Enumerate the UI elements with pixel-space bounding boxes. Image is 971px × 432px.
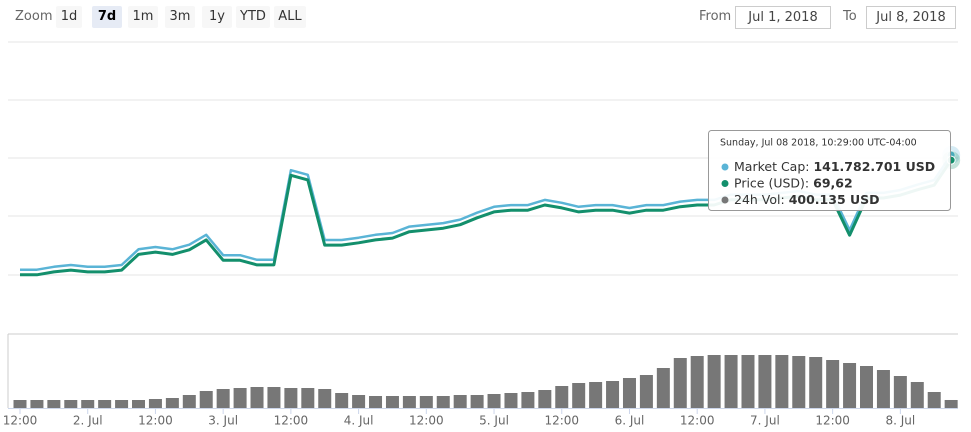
volume-bar	[419, 396, 433, 408]
volume-bar	[504, 393, 518, 408]
tooltip-row: Price (USD): 69,62	[734, 175, 853, 190]
volume-bar	[893, 376, 907, 408]
zoom-label: Zoom	[15, 9, 53, 24]
tooltip-label: Price (USD):	[734, 175, 809, 190]
zoom-button[interactable]: 1d	[56, 6, 82, 28]
x-tick-label: 8. Jul	[885, 414, 915, 428]
to-label: To	[843, 9, 857, 24]
zoom-button[interactable]: ALL	[274, 6, 306, 28]
volume-bar	[81, 400, 95, 408]
tooltip-label: Market Cap:	[734, 159, 809, 174]
volume-bar	[216, 389, 230, 408]
x-tick-label: 3. Jul	[208, 414, 238, 428]
zoom-button[interactable]: 7d	[92, 6, 122, 28]
volume-bar	[758, 355, 772, 408]
volume-bar	[809, 357, 823, 408]
tooltip-label: 24h Vol:	[734, 192, 785, 207]
volume-bar	[843, 363, 857, 408]
volume-bar	[724, 355, 738, 408]
zoom-button[interactable]: 1m	[128, 6, 158, 28]
volume-bar	[301, 388, 315, 408]
volume-bar	[98, 400, 112, 408]
x-tick-label: 12:00	[409, 414, 444, 428]
x-tick-label: 12:00	[138, 414, 173, 428]
volume-bar	[13, 400, 27, 408]
zoom-button[interactable]: YTD	[236, 6, 270, 28]
tooltip: Sunday, Jul 08 2018, 10:29:00 UTC-04:00 M…	[708, 130, 951, 211]
volume-bar	[876, 370, 890, 408]
volume-bar	[826, 360, 840, 408]
volume-bar	[673, 358, 687, 408]
volume-bar	[250, 387, 264, 408]
volume-bar	[944, 399, 958, 408]
x-tick-label: 12:00	[680, 414, 715, 428]
x-tick-label: 6. Jul	[615, 414, 645, 428]
volume-bar	[284, 388, 298, 408]
volume-bar	[47, 400, 61, 408]
volume-bar	[521, 392, 535, 408]
volume-bar	[538, 390, 552, 408]
tooltip-value: 400.135 USD	[789, 192, 880, 207]
volume-bar	[267, 387, 281, 408]
volume-bar	[352, 395, 366, 408]
tooltip-header: Sunday, Jul 08 2018, 10:29:00 UTC-04:00	[720, 138, 917, 149]
volume-bar	[369, 396, 383, 408]
from-label: From	[699, 9, 732, 24]
volume-bar	[402, 396, 416, 408]
tooltip-value: 69,62	[813, 175, 853, 190]
volume-bar	[115, 400, 129, 408]
volume-bar	[639, 375, 653, 408]
x-tick-label: 2. Jul	[73, 414, 103, 428]
zoom-button[interactable]: 1y	[202, 6, 232, 28]
volume-bar	[707, 355, 721, 408]
x-tick-label: 4. Jul	[344, 414, 374, 428]
tooltip-row: Market Cap: 141.782.701 USD	[734, 159, 935, 174]
volume-bar	[927, 392, 941, 408]
x-tick-label: 12:00	[815, 414, 850, 428]
volume-bar	[860, 366, 873, 408]
volume-bar	[132, 400, 146, 408]
volume-bar	[199, 391, 213, 408]
tooltip-row: 24h Vol: 400.135 USD	[734, 192, 880, 207]
volume-bar	[606, 381, 620, 408]
volume-bar	[470, 395, 484, 408]
volume-bar	[30, 400, 44, 408]
volume-bar	[555, 386, 569, 408]
zoom-button[interactable]: 3m	[165, 6, 195, 28]
x-tick-label: 12:00	[274, 414, 309, 428]
to-input[interactable]: Jul 8, 2018	[866, 6, 956, 29]
volume-bar	[775, 355, 789, 408]
volume-bar	[487, 394, 501, 408]
volume-bar	[233, 388, 247, 408]
x-tick-label: 7. Jul	[750, 414, 780, 428]
volume-bar	[148, 399, 162, 408]
volume-bar	[589, 382, 603, 408]
volume-bar	[622, 378, 636, 408]
volume-bar	[182, 395, 196, 408]
x-tick-label: 12:00	[3, 414, 38, 428]
tooltip-box	[708, 130, 951, 211]
tooltip-dot	[721, 196, 729, 204]
volume-bar	[165, 398, 179, 408]
volume-bar	[453, 395, 467, 408]
volume-bar	[656, 368, 670, 408]
volume-bar	[690, 356, 704, 408]
volume-bar	[385, 396, 399, 408]
volume-bar	[792, 356, 806, 408]
x-tick-label: 12:00	[544, 414, 579, 428]
volume-bar	[910, 382, 924, 408]
tooltip-dot	[721, 163, 729, 171]
volume-bar	[572, 383, 586, 408]
volume-bar	[64, 400, 78, 408]
volume-bar	[436, 396, 450, 408]
x-tick-label: 5. Jul	[479, 414, 509, 428]
tooltip-dot	[721, 180, 729, 187]
volume-bar	[335, 393, 349, 408]
volume-bar	[741, 355, 755, 408]
tooltip-value: 141.782.701 USD	[813, 159, 935, 174]
from-input[interactable]: Jul 1, 2018	[735, 6, 831, 29]
volume-bar	[318, 389, 332, 408]
